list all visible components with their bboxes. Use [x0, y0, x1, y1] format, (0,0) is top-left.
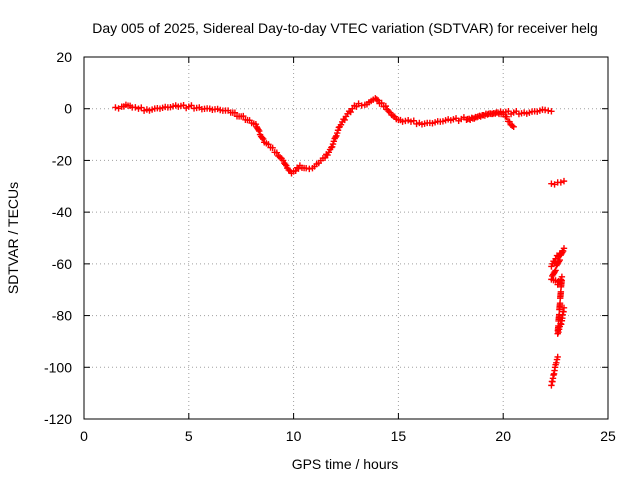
data-point: [273, 149, 281, 156]
y-tick-label: 0: [64, 101, 72, 117]
data-point: [341, 116, 348, 124]
data-point: [549, 272, 556, 280]
y-tick-label: -60: [52, 256, 72, 272]
data-point: [553, 262, 560, 269]
data-point: [231, 109, 239, 116]
x-tick-label: 20: [495, 428, 511, 444]
data-point: [378, 99, 385, 107]
data-point: [282, 161, 289, 168]
data-point: [558, 250, 565, 258]
y-axis-label: SDTVAR / TECUs: [5, 182, 21, 294]
data-point: [373, 96, 380, 103]
y-tick-label: -20: [52, 152, 72, 168]
x-tick-label: 10: [286, 428, 302, 444]
chart-title: Day 005 of 2025, Sidereal Day-to-day VTE…: [92, 20, 598, 36]
data-series: [464, 109, 517, 131]
data-point: [295, 165, 302, 172]
data-point: [332, 133, 339, 141]
data-point: [347, 108, 354, 116]
x-tick-label: 5: [185, 428, 193, 444]
data-point: [560, 304, 568, 312]
data-point: [560, 177, 568, 185]
data-point: [255, 126, 262, 133]
data-point: [506, 118, 513, 125]
data-point: [410, 117, 417, 124]
y-tick-label: -80: [52, 308, 72, 324]
data-series: [548, 177, 568, 389]
data-point: [503, 113, 510, 120]
tick-layer: 0 5 10 15 20 25 20 0 -20 -40 -60 -80 -100 -120: [44, 49, 616, 444]
x-tick-label: 0: [80, 428, 88, 444]
data-point: [260, 135, 267, 143]
data-point: [358, 102, 365, 109]
data-point: [112, 104, 119, 111]
data-point: [548, 180, 555, 187]
y-tick-label: 20: [56, 49, 72, 65]
data-point: [374, 97, 382, 104]
data-point: [306, 165, 313, 173]
data-point: [510, 123, 517, 131]
x-axis-label: GPS time / hours: [292, 456, 399, 472]
data-point: [509, 122, 516, 129]
data-point: [557, 252, 564, 259]
data-point: [554, 260, 561, 268]
y-tick-label: -120: [44, 411, 72, 427]
x-tick-label: 15: [391, 428, 407, 444]
x-tick-label: 25: [600, 428, 616, 444]
plot-frame: [83, 56, 609, 420]
data-point: [258, 134, 266, 141]
data-point: [132, 104, 139, 111]
data-point: [382, 102, 390, 110]
data-point: [269, 144, 276, 152]
data-point: [554, 353, 561, 361]
data-point: [256, 127, 263, 135]
data-point: [548, 108, 555, 115]
data-series: [112, 95, 555, 177]
data-point: [240, 112, 247, 120]
data-layer: [112, 95, 568, 389]
data-point: [549, 271, 557, 278]
y-tick-label: -40: [52, 204, 72, 220]
data-point: [557, 179, 565, 186]
y-tick-label: -100: [44, 359, 72, 375]
data-point: [285, 166, 292, 174]
